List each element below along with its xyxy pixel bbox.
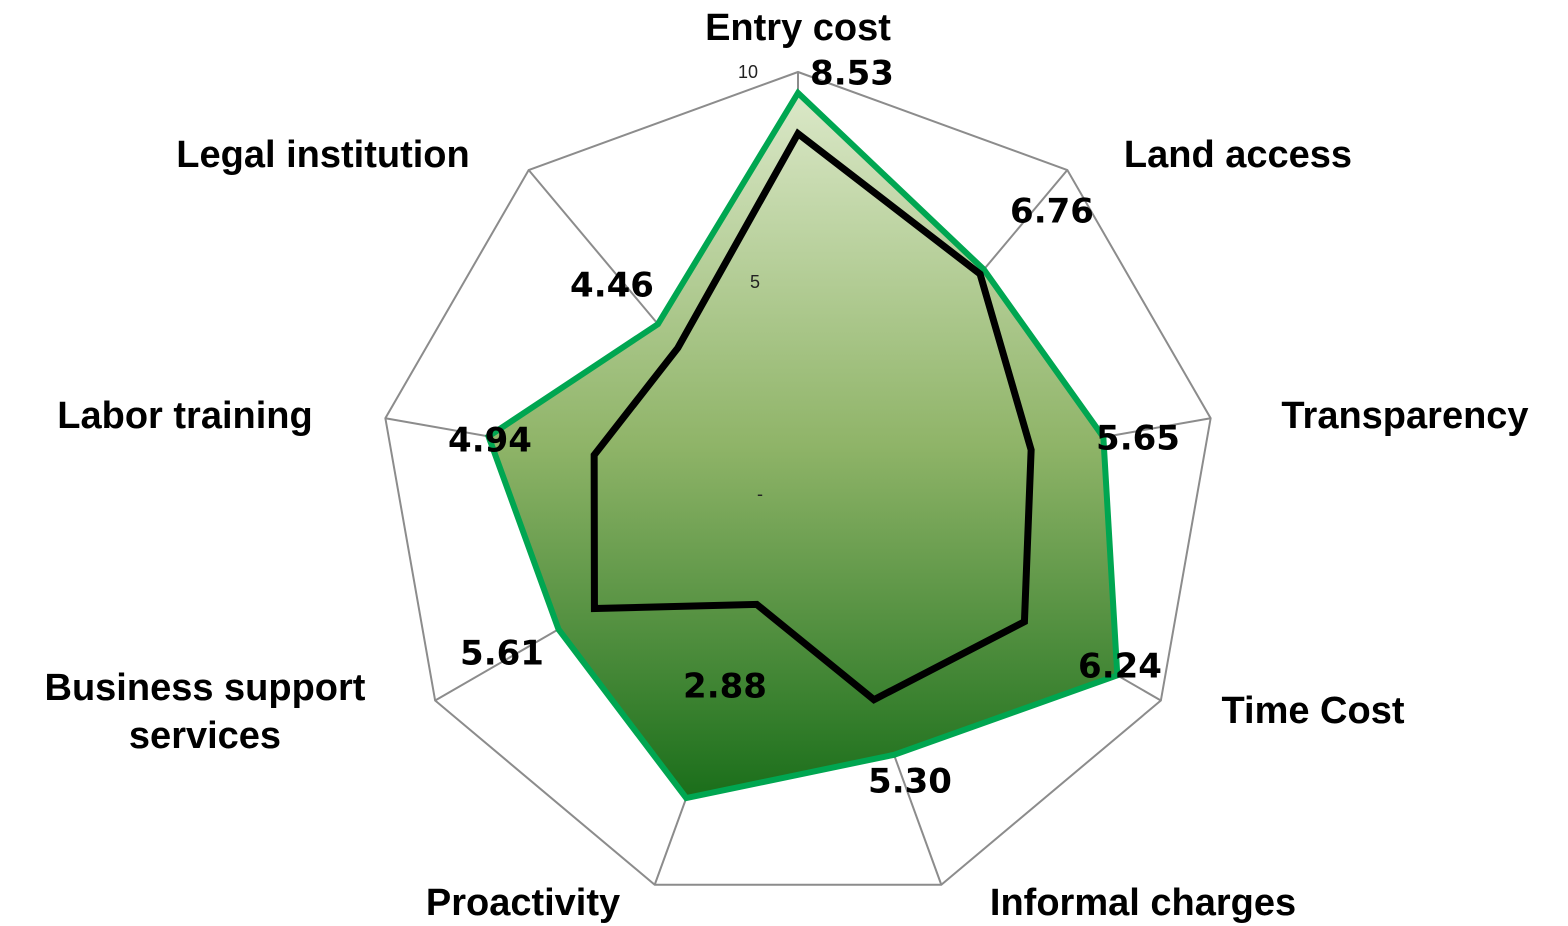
category-label: Time Cost <box>1221 690 1404 732</box>
data-label: 2.88 <box>683 667 767 707</box>
category-label: Informal charges <box>990 882 1296 924</box>
tick-label: - <box>757 484 763 504</box>
category-label: Proactivity <box>426 882 620 924</box>
data-label: 4.46 <box>570 266 654 306</box>
grid-ring <box>384 70 1212 886</box>
category-label: Labor training <box>57 395 312 437</box>
data-label: 5.61 <box>460 634 544 674</box>
data-label: 8.53 <box>810 54 894 94</box>
tick-label: 10 <box>738 62 758 82</box>
data-label: 5.65 <box>1096 419 1180 459</box>
category-label: Entry cost <box>705 7 891 49</box>
category-label: Land access <box>1124 134 1352 176</box>
data-label: 4.94 <box>448 421 532 461</box>
data-label: 6.24 <box>1078 647 1162 687</box>
category-label: Transparency <box>1281 395 1528 437</box>
category-label: Business support services <box>45 667 366 757</box>
tick-label: 5 <box>750 272 760 292</box>
data-label: 5.30 <box>868 762 952 802</box>
line <box>590 128 1035 704</box>
category-label: Legal institution <box>176 134 469 176</box>
area <box>484 88 1121 802</box>
data-label: 6.76 <box>1010 192 1094 232</box>
